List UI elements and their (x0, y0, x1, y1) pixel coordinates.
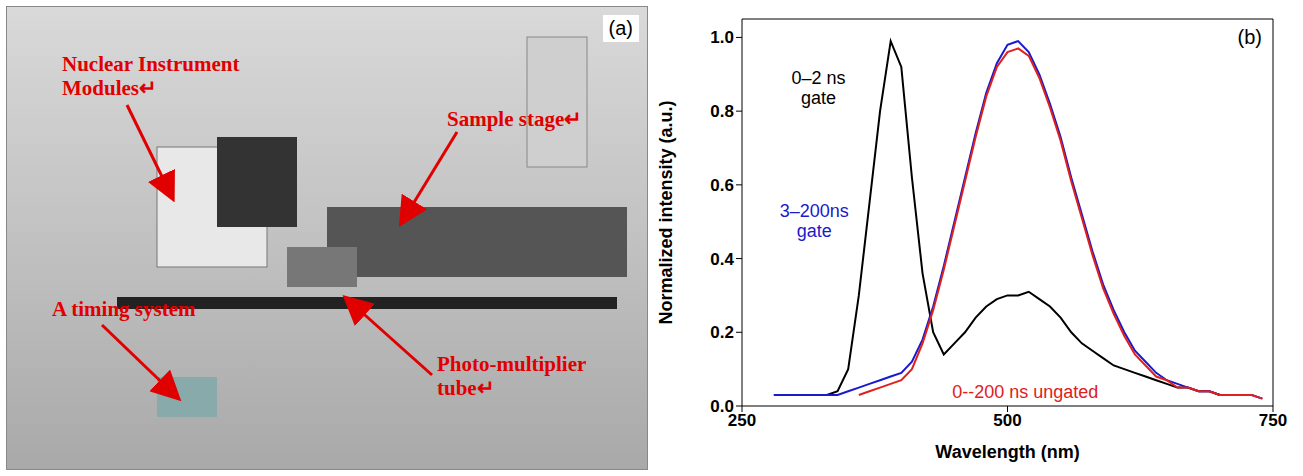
svg-text:500: 500 (993, 411, 1021, 430)
svg-text:Wavelength (nm): Wavelength (nm) (935, 442, 1079, 462)
svg-text:1.0: 1.0 (710, 28, 734, 47)
html-text:Nuclear Instrument Modules↵: Nuclear Instrument Modules↵ (62, 52, 240, 100)
html-text:Sample stage↵: Sample stage↵ (447, 107, 583, 131)
svg-text:0.2: 0.2 (710, 323, 734, 342)
svg-text:Normalized intensity (a.u.): Normalized intensity (a.u.) (656, 100, 676, 324)
html-text:A timing system: A timing system (52, 297, 196, 321)
html-text:(b): (b) (1237, 26, 1262, 48)
svg-text:0.0: 0.0 (710, 397, 734, 416)
svg-text:750: 750 (1259, 411, 1287, 430)
html-text:(a): (a) (608, 17, 633, 39)
svg-text:3–200nsgate: 3–200nsgate (780, 200, 849, 240)
html-text:Photo-multiplier tube↵: Photo-multiplier tube↵ (437, 352, 586, 400)
svg-text:0.6: 0.6 (710, 176, 734, 195)
svg-text:250: 250 (727, 411, 757, 431)
svg-text:0--200 ns ungated: 0--200 ns ungated (952, 382, 1098, 402)
svg-text:0.8: 0.8 (710, 102, 734, 121)
svg-text:0.4: 0.4 (710, 250, 734, 269)
svg-text:0–2 nsgate: 0–2 nsgate (791, 68, 845, 108)
